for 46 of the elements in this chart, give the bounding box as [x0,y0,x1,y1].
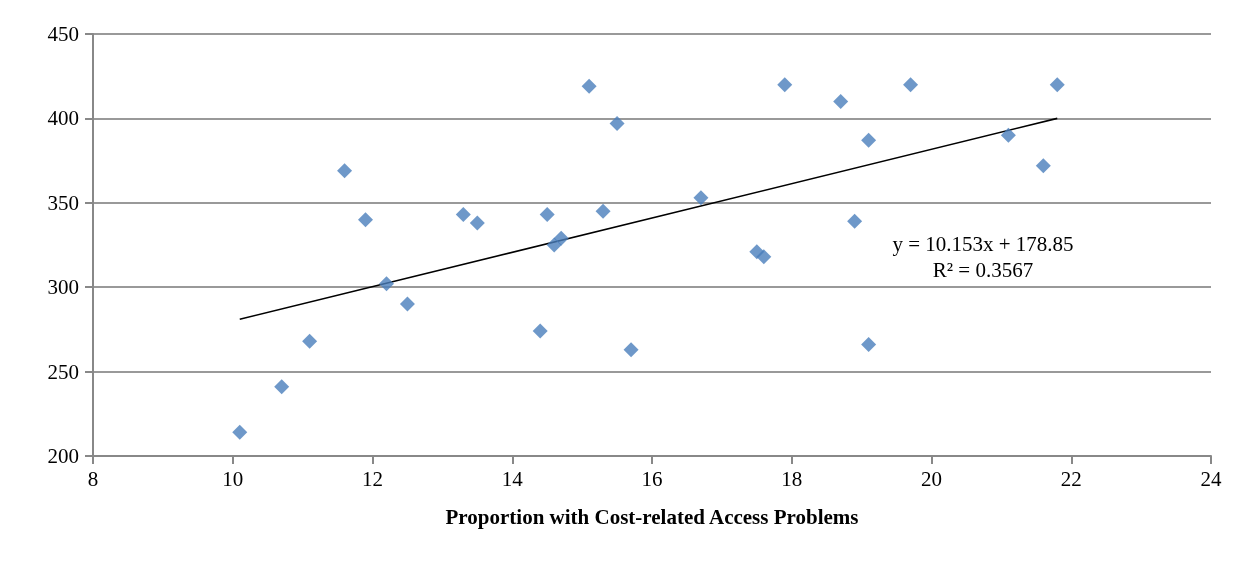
point [553,230,569,246]
point [358,212,374,228]
point [609,115,625,131]
point [861,337,877,353]
point [232,424,248,440]
x-tick-label: 18 [781,466,803,491]
point [455,207,471,223]
point [693,190,709,206]
x-tick-label: 8 [87,466,99,491]
point [595,203,611,219]
point [833,94,849,110]
point [847,213,863,229]
y-tick-label: 450 [47,22,79,46]
x-axis-title: Proportion with Cost-related Access Problems [445,504,859,529]
point [903,77,919,93]
x-tick-label: 16 [641,466,663,491]
x-tick-label: 12 [362,466,383,491]
point [399,296,415,312]
x-tick-label: 20 [921,466,942,491]
point [1035,158,1051,174]
point [581,78,597,94]
x-tick-label: 10 [222,466,244,491]
point [546,237,562,253]
point [1049,77,1065,93]
point [469,215,485,231]
point [337,163,353,179]
point [1000,127,1016,143]
point [302,333,318,349]
y-tick-label: 300 [47,275,79,300]
point [532,323,548,339]
x-tick-label: 22 [1060,466,1082,491]
annotation: R² = 0.3567 [932,257,1034,282]
point [623,342,639,358]
point [274,379,290,395]
y-tick-label: 400 [47,106,79,131]
point [861,132,877,148]
point [378,276,394,292]
x-tick-label: 14 [501,466,524,491]
x-tick-label: 24 [1200,466,1222,491]
y-tick-label: 200 [47,444,79,468]
y-tick-label: 350 [47,190,79,215]
annotation: y = 10.153x + 178.85 [892,231,1074,256]
point [539,207,555,223]
y-tick-label: 250 [47,359,79,384]
point [777,77,793,93]
point [756,249,772,265]
